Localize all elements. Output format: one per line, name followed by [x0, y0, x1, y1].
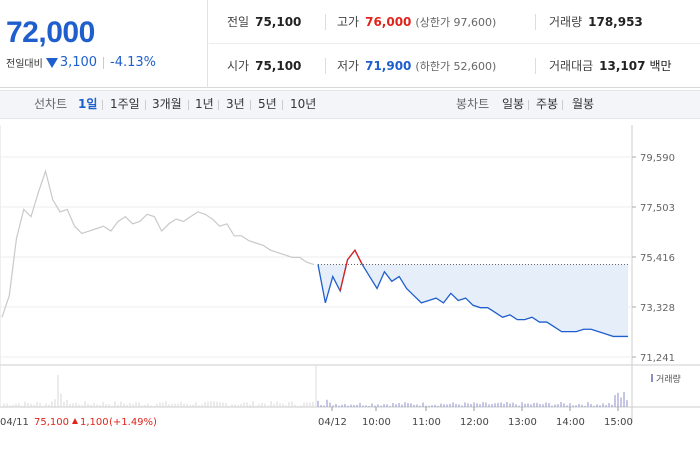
divider	[250, 100, 251, 110]
y-tick-label: 71,241	[640, 353, 675, 364]
prev-day-change-label: 1,100	[80, 417, 109, 428]
prev-day-close-label: 75,100	[34, 417, 69, 428]
today-price-line	[317, 248, 628, 338]
prev-close-value: 75,100	[255, 15, 302, 29]
tab-1y[interactable]: 1년	[195, 97, 214, 111]
divider	[145, 100, 146, 110]
intraday-price-chart: 79,590 77,503 75,416 73,328 71,241 거래량 04/11 75…	[0, 125, 700, 428]
open-value: 75,100	[255, 59, 302, 73]
below-reference-fill	[318, 264, 628, 337]
amount-unit: 백만	[649, 59, 672, 73]
down-arrow-icon	[45, 57, 58, 68]
upper-limit: (상한가 97,600)	[415, 16, 497, 29]
volume-label: 거래량	[549, 15, 583, 29]
volume-legend-swatch	[651, 374, 653, 382]
amount-cell: 거래대금 13,107 백만	[549, 44, 672, 88]
change-percent: -4.13%	[110, 55, 157, 70]
tab-daily-candle[interactable]: 일봉	[502, 97, 525, 111]
divider	[218, 100, 219, 110]
prev-close-label: 전일	[227, 15, 250, 29]
line-chart-label: 선차트	[34, 97, 68, 111]
open-cell: 시가 75,100	[227, 44, 301, 88]
divider	[325, 58, 326, 74]
y-tick-label: 73,328	[640, 303, 675, 314]
x-axis-label-prev-day: 04/11	[0, 417, 29, 428]
prev-day-price-line	[1, 169, 315, 318]
y-tick-label: 77,503	[640, 203, 675, 214]
lower-limit: (하한가 52,600)	[415, 60, 497, 73]
x-axis-label: 12:00	[460, 417, 489, 428]
amount-label: 거래대금	[549, 59, 594, 73]
x-axis-label: 11:00	[412, 417, 441, 428]
high-value: 76,000	[365, 15, 412, 29]
tab-1w[interactable]: 1주일	[110, 97, 140, 111]
price-summary: 72,000 전일대비 3,100 -4.13%	[0, 0, 208, 88]
chart-period-tabs: 선차트 1일 1주일 3개월 1년 3년 5년 10년 봉차트 일봉 주봉 월봉	[0, 90, 700, 119]
divider	[535, 14, 536, 30]
tab-3m[interactable]: 3개월	[152, 97, 182, 111]
volume-cell: 거래량 178,953	[549, 0, 643, 44]
divider	[325, 14, 326, 30]
x-axis-label: 14:00	[556, 417, 585, 428]
divider	[562, 100, 563, 110]
current-price: 72,000	[6, 16, 95, 49]
change-amount: 3,100	[59, 55, 98, 70]
candle-chart-label: 봉차트	[456, 97, 490, 111]
up-arrow-icon	[72, 418, 78, 424]
divider	[528, 100, 529, 110]
y-tick-label: 75,416	[640, 253, 675, 264]
open-label: 시가	[227, 59, 250, 73]
x-axis-label: 04/12	[318, 417, 347, 428]
x-axis-label: 15:00	[604, 417, 633, 428]
x-axis-label: 13:00	[508, 417, 537, 428]
divider	[188, 100, 189, 110]
divider	[535, 58, 536, 74]
y-tick-label: 79,590	[640, 153, 675, 164]
today-price-up-segment	[339, 248, 363, 292]
low-value: 71,900	[365, 59, 412, 73]
tab-1d[interactable]: 1일	[78, 97, 98, 111]
low-label: 저가	[337, 59, 360, 73]
volume-value: 178,953	[588, 15, 643, 29]
stats-row: 시가 75,100 저가 71,900 (하한가 52,600) 거래대금 13,107…	[209, 44, 700, 88]
divider	[102, 100, 103, 110]
quote-header: 72,000 전일대비 3,100 -4.13% 전일 75,100 고가 76,0…	[0, 0, 700, 88]
high-cell: 고가 76,000 (상한가 97,600)	[337, 0, 496, 44]
tab-weekly-candle[interactable]: 주봉	[536, 97, 559, 111]
high-label: 고가	[337, 15, 360, 29]
divider	[282, 100, 283, 110]
low-cell: 저가 71,900 (하한가 52,600)	[337, 44, 496, 88]
volume-legend-label: 거래량	[656, 373, 681, 385]
tab-monthly-candle[interactable]: 월봉	[572, 97, 595, 111]
stats-row: 전일 75,100 고가 76,000 (상한가 97,600) 거래량 178,953	[209, 0, 700, 44]
tab-10y[interactable]: 10년	[290, 97, 317, 111]
tab-5y[interactable]: 5년	[258, 97, 277, 111]
price-change: 전일대비 3,100 -4.13%	[6, 55, 156, 70]
tab-3y[interactable]: 3년	[226, 97, 245, 111]
prev-close-cell: 전일 75,100	[227, 0, 301, 44]
stats-table: 전일 75,100 고가 76,000 (상한가 97,600) 거래량 178,953…	[209, 0, 700, 88]
divider	[103, 56, 105, 69]
x-axis-label: 10:00	[362, 417, 391, 428]
change-label: 전일대비	[6, 59, 43, 70]
amount-value: 13,107	[599, 59, 646, 73]
prev-day-change-pct-label: (+1.49%)	[109, 417, 157, 428]
